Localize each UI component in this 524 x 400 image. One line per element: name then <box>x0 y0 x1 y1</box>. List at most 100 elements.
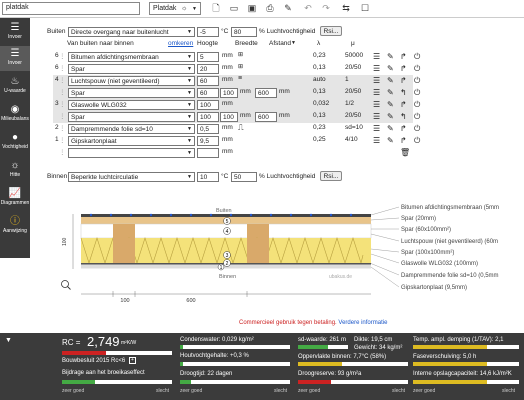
stepper-icon[interactable]: ⊞ <box>238 52 244 58</box>
layer-spacing-input[interactable]: 600 <box>255 88 277 98</box>
layer-thickness-input[interactable]: 9,5 <box>197 136 219 146</box>
outside-humidity-input[interactable]: 80 <box>231 27 257 37</box>
split-icon[interactable]: ↱ <box>400 76 407 85</box>
save-icon[interactable]: ▣ <box>247 3 257 13</box>
edit-pencil-icon[interactable]: ✎ <box>387 112 394 121</box>
layer-material-select[interactable]: ▼ <box>68 148 195 158</box>
inside-humidity-input[interactable]: 50 <box>231 172 257 182</box>
print-icon[interactable]: ⎙ <box>266 3 274 13</box>
sidebar-item-aanwijzing[interactable]: ⓘ Aanwijzing <box>0 214 30 239</box>
split-icon[interactable]: ↱ <box>400 100 407 109</box>
reverse-link[interactable]: omkeren <box>168 40 194 47</box>
edit-pencil-icon[interactable]: ✎ <box>387 124 394 133</box>
zoom-icon[interactable] <box>61 280 71 290</box>
menu-icon[interactable]: ☰ <box>373 136 381 145</box>
power-icon[interactable]: ⏻ <box>414 64 421 73</box>
layer-thickness-input[interactable]: 5 <box>197 52 219 62</box>
split-icon[interactable]: ↱ <box>400 136 407 145</box>
open-folder-icon[interactable]: ▭ <box>229 3 239 13</box>
edit-pencil-icon[interactable]: ✎ <box>387 88 394 97</box>
sidebar-item-invoer-active[interactable]: ☰ Invoer <box>0 46 30 71</box>
air-gap-icon[interactable]: ≡ <box>238 75 243 82</box>
split-icon[interactable]: ↱ <box>400 124 407 133</box>
menu-icon[interactable]: ☰ <box>373 88 381 97</box>
drag-handle-icon[interactable]: ⋮ <box>59 149 66 156</box>
edit-pencil-icon[interactable]: ✎ <box>387 100 394 109</box>
sidebar-item-vochtigheid[interactable]: ● Vochtigheid <box>0 130 30 155</box>
view-select[interactable]: Platdak ☼ ▼ <box>149 2 201 15</box>
chevron-down-icon[interactable]: ▼ <box>291 40 296 46</box>
outside-rsi-button[interactable]: Rsi... <box>320 26 342 36</box>
sidebar-item-hitte[interactable]: ☼ Hitte <box>0 158 30 183</box>
outside-condition-select[interactable]: Directe overgang naar buitenlucht ▼ <box>68 27 195 37</box>
split-icon[interactable]: ↰ <box>400 112 407 121</box>
split-icon[interactable]: ↱ <box>400 52 407 61</box>
power-icon[interactable]: ⏻ <box>414 124 421 133</box>
redo-icon[interactable]: ↷ <box>322 3 330 13</box>
sidebar-item-milieubalans[interactable]: ◉ Milieubalans <box>0 102 30 127</box>
edit-pencil-icon[interactable]: ✎ <box>387 52 394 61</box>
sidebar-item-u-waarde[interactable]: ♨ U-waarde <box>0 74 30 99</box>
new-file-icon[interactable]: 🗋 <box>212 3 220 13</box>
layer-material-select[interactable]: Bitumen afdichtingsmembraan ▼ <box>68 52 195 62</box>
layer-thickness-input[interactable]: 0,5 <box>197 124 219 134</box>
inside-condition-select[interactable]: Beperkte luchtcirculatie ▼ <box>68 172 195 182</box>
sidebar-item-diagrammen[interactable]: 📈 Diagrammen <box>0 186 30 211</box>
layer-material-select[interactable]: Glaswolle WLG032 ▼ <box>68 100 195 110</box>
sidebar-item-invoer[interactable]: ☰ Invoer <box>0 20 30 45</box>
menu-icon[interactable]: ☰ <box>373 112 381 121</box>
power-icon[interactable]: ⏻ <box>414 136 421 145</box>
drag-handle-icon[interactable]: ⋮ <box>59 65 66 72</box>
layer-spacing-input[interactable]: 600 <box>255 112 277 122</box>
drag-handle-icon[interactable]: ⋮ <box>59 53 66 60</box>
layer-thickness-input[interactable]: 100 <box>197 112 219 122</box>
inside-temp-input[interactable]: 10 <box>197 172 219 182</box>
trash-icon[interactable]: 🗑 <box>400 148 411 157</box>
menu-icon[interactable]: ☰ <box>373 100 381 109</box>
layer-material-select[interactable]: Gipskartonplaat ▼ <box>68 136 195 146</box>
undo-icon[interactable]: ↶ <box>304 3 312 13</box>
split-icon[interactable]: ↰ <box>400 88 407 97</box>
power-icon[interactable]: ⏻ <box>414 76 421 85</box>
layer-thickness-input[interactable] <box>197 148 219 158</box>
layer-thickness-input[interactable]: 100 <box>197 100 219 110</box>
collapse-icon[interactable]: ▼ <box>5 337 12 344</box>
chat-icon[interactable]: ☐ <box>360 3 370 13</box>
drag-handle-icon[interactable]: ⋮ <box>59 101 66 108</box>
layer-material-select[interactable]: Spar ▼ <box>68 112 195 122</box>
power-icon[interactable]: ⏻ <box>414 100 421 109</box>
more-info-link[interactable]: Verdere informatie <box>338 320 388 326</box>
eraser-icon[interactable]: ✎ <box>284 3 292 13</box>
drag-handle-icon[interactable]: ⋮ <box>59 125 66 132</box>
layer-thickness-input[interactable]: 60 <box>197 76 219 86</box>
split-icon[interactable]: ↱ <box>400 64 407 73</box>
drag-handle-icon[interactable]: ⋮ <box>59 137 66 144</box>
layer-material-select[interactable]: Spar ▼ <box>68 88 195 98</box>
drag-handle-icon[interactable]: ⋮ <box>59 89 66 96</box>
layer-thickness-input[interactable]: 60 <box>197 88 219 98</box>
plus-icon[interactable]: ⊞ <box>238 64 244 70</box>
menu-icon[interactable]: ☰ <box>373 76 381 85</box>
layer-material-select[interactable]: Dampremmende folie sd=10 ▼ <box>68 124 195 134</box>
layer-material-select[interactable]: Luchtspouw (niet geventileerd) ▼ <box>68 76 195 86</box>
layer-width-input[interactable]: 100 <box>220 112 238 122</box>
drag-handle-icon[interactable]: ⋮ <box>59 77 66 84</box>
edit-pencil-icon[interactable]: ✎ <box>387 64 394 73</box>
power-icon[interactable]: ⏻ <box>414 88 421 97</box>
layer-width-input[interactable]: 100 <box>220 88 238 98</box>
drag-handle-icon[interactable]: ⋮ <box>59 113 66 120</box>
layer-thickness-input[interactable]: 20 <box>197 64 219 74</box>
edit-pencil-icon[interactable]: ✎ <box>387 76 394 85</box>
compare-icon[interactable]: ⇆ <box>342 3 350 13</box>
power-icon[interactable]: ⏻ <box>414 52 421 61</box>
menu-icon[interactable]: ☰ <box>373 124 381 133</box>
menu-icon[interactable]: ☰ <box>373 52 381 61</box>
menu-icon[interactable]: ☰ <box>373 64 381 73</box>
inside-rsi-button[interactable]: Rsi... <box>320 171 342 181</box>
project-name-input[interactable]: platdak <box>2 2 140 15</box>
layer-material-select[interactable]: Spar ▼ <box>68 64 195 74</box>
edit-pencil-icon[interactable]: ✎ <box>387 136 394 145</box>
outside-temp-input[interactable]: -5 <box>197 27 219 37</box>
norm-add-button[interactable]: + <box>129 357 136 364</box>
power-icon[interactable]: ⏻ <box>414 112 421 121</box>
